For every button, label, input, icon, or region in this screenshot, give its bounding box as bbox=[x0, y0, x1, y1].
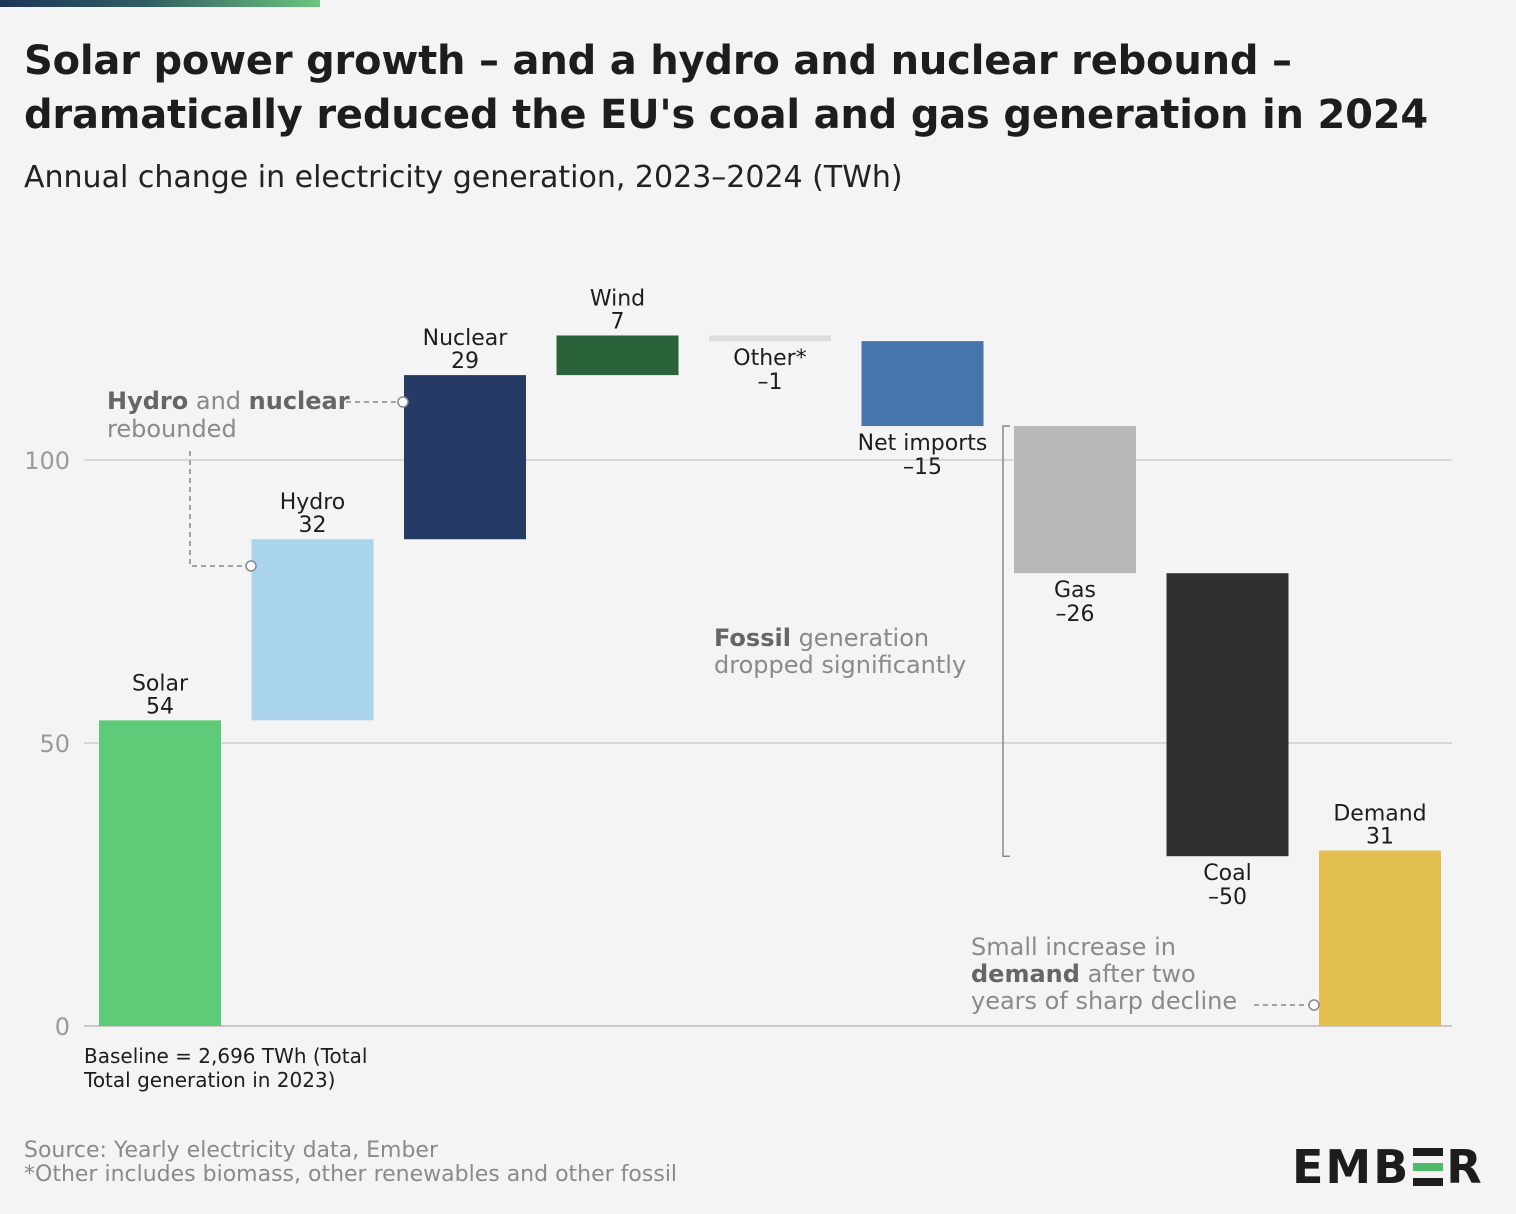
chart-title: Solar power growth – and a hydro and nuc… bbox=[24, 38, 1429, 138]
label-nuclear: Nuclear bbox=[423, 326, 509, 351]
bar-gas bbox=[1014, 426, 1136, 574]
value-nuclear: 29 bbox=[451, 349, 479, 374]
logo-e-mark-icon bbox=[1413, 1148, 1444, 1186]
annotation-fossil-line1-part-0: Fossil bbox=[714, 624, 791, 652]
annotation-demand-line3-part-0: years of sharp decline bbox=[971, 987, 1237, 1015]
annotation-hydro-nuclear-line1-part-1: and bbox=[188, 387, 248, 415]
label-wind: Wind bbox=[590, 286, 645, 311]
bar-nuclear bbox=[404, 375, 526, 540]
bar-solar bbox=[99, 720, 221, 1026]
bar-wind bbox=[556, 335, 679, 376]
baseline-note-line1: Baseline = 2,696 TWh (Total bbox=[84, 1044, 367, 1068]
value-hydro: 32 bbox=[299, 513, 327, 538]
value-gas: –26 bbox=[1056, 602, 1095, 627]
top-accent-bar bbox=[0, 0, 320, 7]
label-gas: Gas bbox=[1054, 578, 1096, 603]
annotation-fossil-line2: dropped significantly bbox=[714, 651, 966, 679]
value-net-imports: –15 bbox=[903, 455, 942, 480]
source-note: Source: Yearly electricity data, Ember bbox=[24, 1138, 438, 1163]
annotation-hydro-nuclear-line2: rebounded bbox=[107, 415, 237, 443]
connector-hydro-dot bbox=[245, 560, 257, 572]
y-tick-label-100: 100 bbox=[24, 447, 70, 475]
annotation-hydro-nuclear-line1-part-2: nuclear bbox=[249, 387, 350, 415]
y-tick-label-50: 50 bbox=[39, 730, 70, 758]
annotation-demand-line1-part-0: Small increase in bbox=[971, 933, 1176, 961]
annotation-demand-line2-part-1: after two bbox=[1080, 960, 1196, 988]
bar-hydro bbox=[251, 539, 374, 721]
value-wind: 7 bbox=[611, 309, 625, 334]
connector-hydro bbox=[189, 451, 251, 567]
bar-other bbox=[709, 335, 831, 342]
label-coal: Coal bbox=[1203, 861, 1251, 886]
bar-coal bbox=[1166, 573, 1289, 857]
connector-demand-dot bbox=[1308, 999, 1320, 1011]
annotation-demand-line2-part-0: demand bbox=[971, 960, 1080, 988]
annotation-fossil-line1: Fossil generation bbox=[714, 624, 929, 652]
label-solar: Solar bbox=[132, 671, 189, 696]
value-solar: 54 bbox=[146, 694, 174, 719]
ember-logo: EMB R bbox=[1292, 1140, 1484, 1194]
label-other: Other* bbox=[733, 346, 806, 371]
logo-text-left: EMB bbox=[1292, 1140, 1411, 1194]
annotation-hydro-nuclear-line1: Hydro and nuclear bbox=[107, 387, 350, 415]
bar-net-imports bbox=[861, 341, 984, 427]
connector-nuclear-dot bbox=[397, 396, 409, 408]
logo-text-right: R bbox=[1446, 1140, 1484, 1194]
y-tick-label-0: 0 bbox=[55, 1013, 70, 1041]
fossil-bracket bbox=[1002, 425, 1010, 857]
annotation-fossil-line1-part-1: generation bbox=[791, 624, 929, 652]
baseline-note-line2: Total generation in 2023) bbox=[83, 1068, 335, 1092]
value-demand: 31 bbox=[1366, 825, 1394, 850]
annotation-hydro-nuclear-line1-part-0: Hydro bbox=[107, 387, 188, 415]
annotation-hydro-nuclear-line2-part-0: rebounded bbox=[107, 415, 237, 443]
label-demand: Demand bbox=[1333, 802, 1426, 827]
value-other: –1 bbox=[758, 370, 783, 395]
footnote: *Other includes biomass, other renewable… bbox=[24, 1162, 678, 1187]
annotation-demand-line2: demand after two bbox=[971, 960, 1196, 988]
value-coal: –50 bbox=[1208, 885, 1247, 910]
label-hydro: Hydro bbox=[280, 490, 346, 515]
label-net-imports: Net imports bbox=[858, 431, 988, 456]
chart-subtitle: Annual change in electricity generation,… bbox=[24, 160, 903, 195]
annotation-demand-line3: years of sharp decline bbox=[971, 987, 1237, 1015]
bar-demand bbox=[1319, 850, 1441, 1026]
annotation-fossil-line2-part-0: dropped significantly bbox=[714, 651, 966, 679]
annotation-demand-line1: Small increase in bbox=[971, 933, 1176, 961]
